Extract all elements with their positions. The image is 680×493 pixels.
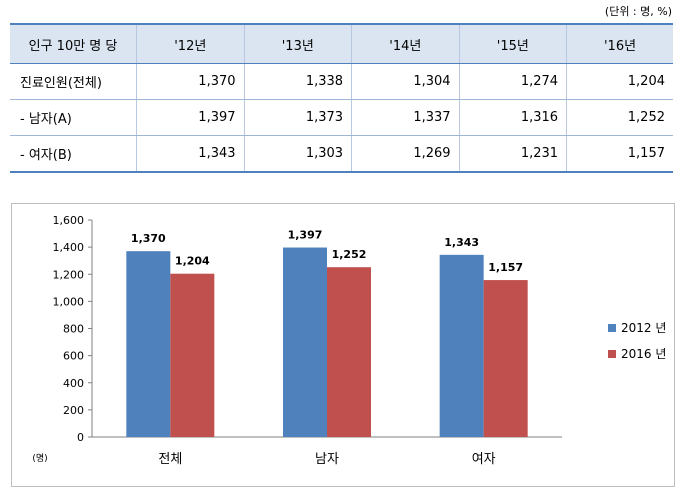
row-label: - 여자(B) xyxy=(10,135,137,173)
data-label: 1,370 xyxy=(131,232,166,245)
y-tick-label: 800 xyxy=(63,323,84,336)
table-cell: 1,274 xyxy=(458,63,567,100)
x-tick-label: 남자 xyxy=(315,452,339,467)
y-tick-label: 0 xyxy=(77,431,84,444)
row-label: - 남자(A) xyxy=(10,99,137,136)
bar xyxy=(126,251,171,437)
data-label: 1,343 xyxy=(444,236,479,249)
row-label: 진료인원(전체) xyxy=(10,63,137,100)
y-tick-label: 1,600 xyxy=(53,214,85,227)
bar xyxy=(327,267,371,437)
bar xyxy=(170,273,215,437)
table-cell: 1,304 xyxy=(351,63,460,100)
y-tick-label: 600 xyxy=(63,350,84,363)
table-row: 진료인원(전체) 1,370 1,338 1,304 1,274 1,204 xyxy=(10,63,673,100)
data-label: 1,397 xyxy=(288,229,323,242)
data-label: 1,157 xyxy=(488,261,523,274)
table-header-cell: 인구 10만 명 당 xyxy=(10,23,137,64)
table-cell: 1,204 xyxy=(566,63,673,100)
legend-swatch xyxy=(608,350,616,358)
bar xyxy=(439,254,484,437)
chart-container: 0 200 400 600 800 1,000 1,200 1,400 1,600 1,370 1,… xyxy=(11,203,675,487)
table-header-cell: '13년 xyxy=(243,23,352,64)
legend-label: 2016 년 xyxy=(621,347,666,361)
y-axis-label: (명) xyxy=(32,453,47,464)
y-tick-label: 1,200 xyxy=(53,268,85,281)
table-header-cell: '16년 xyxy=(566,23,673,64)
table-row: - 여자(B) 1,343 1,303 1,269 1,231 1,157 xyxy=(10,135,673,173)
unit-note: (단위 : 명, %) xyxy=(604,5,672,18)
bar xyxy=(283,247,327,437)
data-table: 인구 10만 명 당 '12년 '13년 '14년 '15년 '16년 진료인원… xyxy=(10,23,673,173)
table-header-row: 인구 10만 명 당 '12년 '13년 '14년 '15년 '16년 xyxy=(10,23,673,64)
legend-label: 2012 년 xyxy=(621,321,666,335)
table-cell: 1,157 xyxy=(566,135,673,173)
table-cell: 1,343 xyxy=(136,135,245,173)
y-tick-label: 1,400 xyxy=(53,241,85,254)
table-cell: 1,373 xyxy=(243,99,352,136)
x-tick-label: 전체 xyxy=(158,452,182,467)
table-header-cell: '15년 xyxy=(458,23,567,64)
table-cell: 1,397 xyxy=(136,99,245,136)
table-cell: 1,303 xyxy=(243,135,352,173)
table-cell: 1,337 xyxy=(351,99,460,136)
table-header-cell: '14년 xyxy=(351,23,460,64)
data-label: 1,252 xyxy=(332,248,367,261)
bar xyxy=(483,280,528,437)
legend-swatch xyxy=(608,324,616,332)
bar-chart: 0 200 400 600 800 1,000 1,200 1,400 1,600 1,370 1,… xyxy=(32,214,666,467)
table-cell: 1,269 xyxy=(351,135,460,173)
table-cell: 1,252 xyxy=(566,99,673,136)
y-tick-label: 1,000 xyxy=(53,295,85,308)
table-cell: 1,338 xyxy=(243,63,352,100)
table-row: - 남자(A) 1,397 1,373 1,337 1,316 1,252 xyxy=(10,99,673,136)
y-tick-label: 200 xyxy=(63,404,84,417)
table-cell: 1,316 xyxy=(458,99,567,136)
table-cell: 1,370 xyxy=(136,63,245,100)
x-tick-label: 여자 xyxy=(472,452,496,467)
y-tick-label: 400 xyxy=(63,377,84,390)
table-cell: 1,231 xyxy=(458,135,567,173)
table-header-cell: '12년 xyxy=(136,23,245,64)
data-label: 1,204 xyxy=(175,255,210,268)
